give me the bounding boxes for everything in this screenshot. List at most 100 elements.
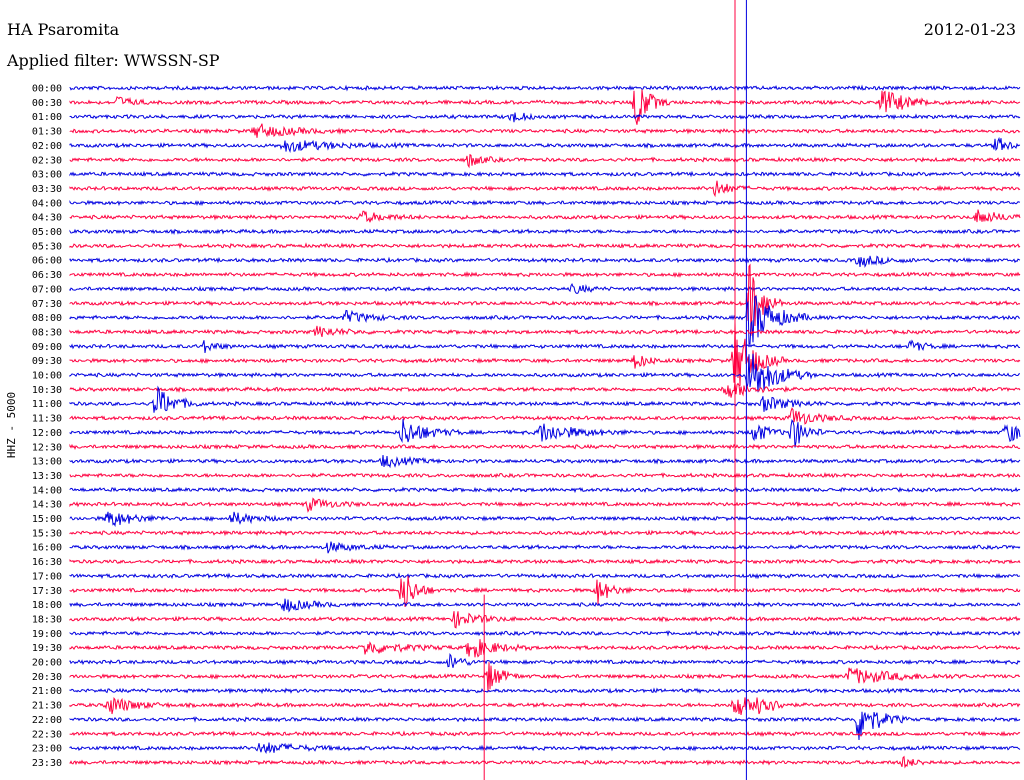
trace-row (69, 557, 1021, 565)
trace-row (69, 652, 1021, 668)
row-time-label: 00:30 (32, 98, 62, 109)
row-time-label: 23:00 (32, 744, 62, 755)
trace-row (69, 112, 1021, 123)
trace-row (69, 263, 1021, 336)
row-time-label: 18:00 (32, 600, 62, 611)
row-time-label: 00:00 (32, 84, 62, 95)
row-time-label: 14:00 (32, 485, 62, 496)
trace-row (69, 228, 1021, 235)
station-title: HA Psaromita (7, 20, 120, 39)
trace-row (69, 454, 1021, 469)
row-time-label: 10:00 (32, 371, 62, 382)
row-time-label: 21:30 (32, 701, 62, 712)
row-time-label: 03:00 (32, 170, 62, 181)
trace-row (69, 89, 1021, 125)
row-time-label: 13:00 (32, 457, 62, 468)
trace-row (69, 209, 1021, 223)
trace-row (69, 711, 1021, 741)
row-time-label: 04:00 (32, 198, 62, 209)
row-time-label: 05:30 (32, 241, 62, 252)
trace-row (69, 611, 1021, 629)
trace-row (69, 84, 1021, 92)
trace-row (69, 471, 1021, 479)
trace-row (69, 325, 1021, 338)
trace-row (69, 662, 1021, 693)
row-time-label: 03:30 (32, 184, 62, 195)
row-time-label: 20:30 (32, 672, 62, 683)
trace-row (69, 282, 1021, 295)
trace-row (69, 339, 1021, 353)
row-time-label: 04:30 (32, 213, 62, 224)
row-time-label: 15:00 (32, 514, 62, 525)
row-time-label: 18:30 (32, 614, 62, 625)
row-time-label: 05:00 (32, 227, 62, 238)
row-time-label: 06:00 (32, 256, 62, 267)
trace-row (69, 639, 1021, 658)
trace-row (69, 541, 1021, 554)
trace-row (69, 755, 1021, 769)
row-time-label: 20:00 (32, 658, 62, 669)
trace-row (69, 153, 1021, 169)
trace-row (69, 497, 1021, 513)
row-time-label: 21:00 (32, 686, 62, 697)
trace-row (69, 322, 1021, 386)
trace-row (69, 255, 1021, 268)
row-time-label: 08:00 (32, 313, 62, 324)
row-time-label: 11:30 (32, 414, 62, 425)
row-time-label: 10:30 (32, 385, 62, 396)
trace-row (69, 443, 1021, 451)
row-time-label: 12:00 (32, 428, 62, 439)
trace-row (69, 385, 1021, 413)
row-time-label: 22:00 (32, 715, 62, 726)
trace-row (69, 418, 1021, 448)
trace-row (69, 511, 1021, 528)
trace-row (69, 572, 1021, 580)
trace-row (69, 180, 1021, 198)
trace-row (69, 136, 1021, 154)
row-time-label: 02:00 (32, 141, 62, 152)
row-time-label: 19:30 (32, 643, 62, 654)
y-axis-label: HHZ - 5000 (5, 392, 18, 458)
row-time-label: 16:00 (32, 543, 62, 554)
trace-row (69, 242, 1021, 250)
row-time-label: 23:30 (32, 758, 62, 769)
row-time-label: 17:30 (32, 586, 62, 597)
date-label: 2012-01-23 (923, 20, 1016, 39)
trace-row (69, 575, 1021, 608)
trace-row (69, 381, 1021, 398)
filter-label: Applied filter: WWSSN-SP (7, 51, 220, 70)
row-time-label: 01:00 (32, 112, 62, 123)
row-time-label: 13:30 (32, 471, 62, 482)
trace-row (69, 687, 1021, 695)
trace-row (69, 730, 1021, 738)
trace-row (69, 696, 1021, 715)
row-time-label: 07:00 (32, 284, 62, 295)
trace-row (69, 199, 1021, 207)
row-time-label: 09:00 (32, 342, 62, 353)
row-time-label: 17:00 (32, 571, 62, 582)
trace-row (69, 295, 1021, 346)
row-time-label: 08:30 (32, 327, 62, 338)
trace-row (69, 123, 1021, 138)
row-time-label: 15:30 (32, 528, 62, 539)
row-time-label: 19:00 (32, 629, 62, 640)
trace-row (69, 529, 1021, 537)
row-time-label: 06:30 (32, 270, 62, 281)
row-time-label: 12:30 (32, 442, 62, 453)
trace-row (69, 407, 1021, 425)
trace-row (69, 353, 1021, 393)
row-time-label: 09:30 (32, 356, 62, 367)
row-time-label: 22:30 (32, 729, 62, 740)
row-time-label: 07:30 (32, 299, 62, 310)
row-time-label: 14:30 (32, 500, 62, 511)
trace-row (69, 629, 1021, 637)
trace-row (69, 598, 1021, 613)
trace-row (69, 742, 1021, 754)
trace-row (69, 271, 1021, 278)
row-time-label: 16:30 (32, 557, 62, 568)
trace-row (69, 170, 1021, 178)
trace-row (69, 486, 1021, 494)
row-time-label: 02:30 (32, 155, 62, 166)
